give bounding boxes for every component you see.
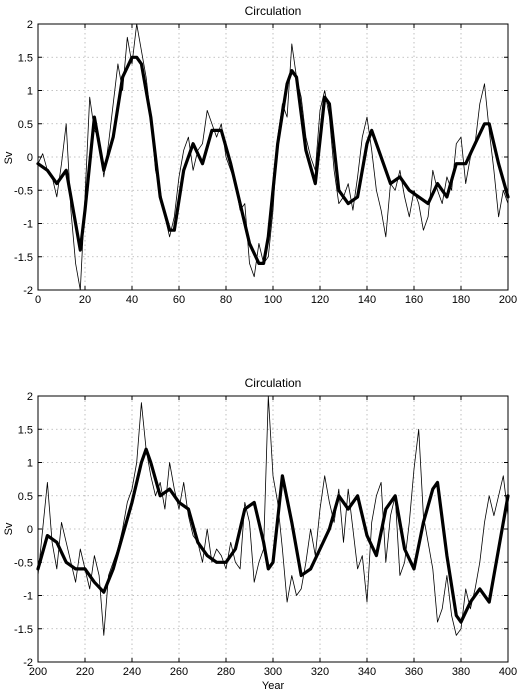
x-tick-label: 40: [126, 294, 138, 306]
y-tick-label: -1.5: [14, 252, 33, 264]
x-tick-label: 60: [173, 294, 185, 306]
x-tick-label: 20: [79, 294, 91, 306]
series-line-smoothed: [36, 55, 510, 265]
x-tick-label: 80: [220, 294, 232, 306]
y-tick-label: 1: [27, 458, 33, 470]
x-tick-label: 280: [217, 666, 235, 678]
y-tick-label: 2: [27, 19, 33, 31]
x-tick-label: 240: [123, 666, 141, 678]
y-tick-label: -0.5: [14, 557, 33, 569]
x-tick-label: 360: [405, 666, 423, 678]
chart-title: Circulation: [245, 376, 302, 390]
y-tick-label: -2: [23, 657, 33, 669]
x-tick-label: 200: [29, 666, 47, 678]
x-tick-label: 340: [358, 666, 376, 678]
x-tick-label: 140: [358, 294, 376, 306]
x-tick-label: 100: [264, 294, 282, 306]
chart-bottom: Circulation Sv Year 200 220 240 260 280 300 32…: [3, 376, 517, 692]
series-line-smoothed: [36, 447, 510, 624]
y-tick-label: 0.5: [18, 491, 33, 503]
y-tick-label: 0: [27, 152, 33, 164]
x-axis-label: Year: [262, 680, 285, 692]
y-tick-label: -0.5: [14, 185, 33, 197]
x-tick-label: 260: [170, 666, 188, 678]
y-axis-label: Sv: [3, 522, 15, 535]
x-tick-label: 0: [35, 294, 41, 306]
x-tick-label: 320: [311, 666, 329, 678]
y-tick-label: -2: [23, 285, 33, 297]
x-tick-label: 400: [499, 666, 517, 678]
plot-frame: [37, 23, 509, 291]
x-tick-label: 220: [76, 666, 94, 678]
y-tick-label: -1: [23, 591, 33, 603]
chart-top: Circulation Sv 0 20 40 60 80 100 120 140 160 180 2…: [3, 4, 517, 306]
y-axis-label: Sv: [3, 151, 15, 164]
plot-frame: [37, 395, 509, 663]
y-tick-label: 1.5: [18, 424, 33, 436]
x-tick-label: 300: [264, 666, 282, 678]
y-tick-label: -1.5: [14, 624, 33, 636]
x-tick-label: 380: [452, 666, 470, 678]
y-tick-label: 2: [27, 391, 33, 403]
y-tick-label: 1.5: [18, 52, 33, 64]
x-tick-label: 180: [452, 294, 470, 306]
x-tick-label: 120: [311, 294, 329, 306]
y-tick-label: 0: [27, 524, 33, 536]
y-tick-label: 0.5: [18, 119, 33, 131]
x-tick-label: 200: [499, 294, 517, 306]
chart-title: Circulation: [245, 4, 302, 18]
y-tick-label: 1: [27, 86, 33, 98]
x-tick-label: 160: [405, 294, 423, 306]
y-tick-label: -1: [23, 219, 33, 231]
